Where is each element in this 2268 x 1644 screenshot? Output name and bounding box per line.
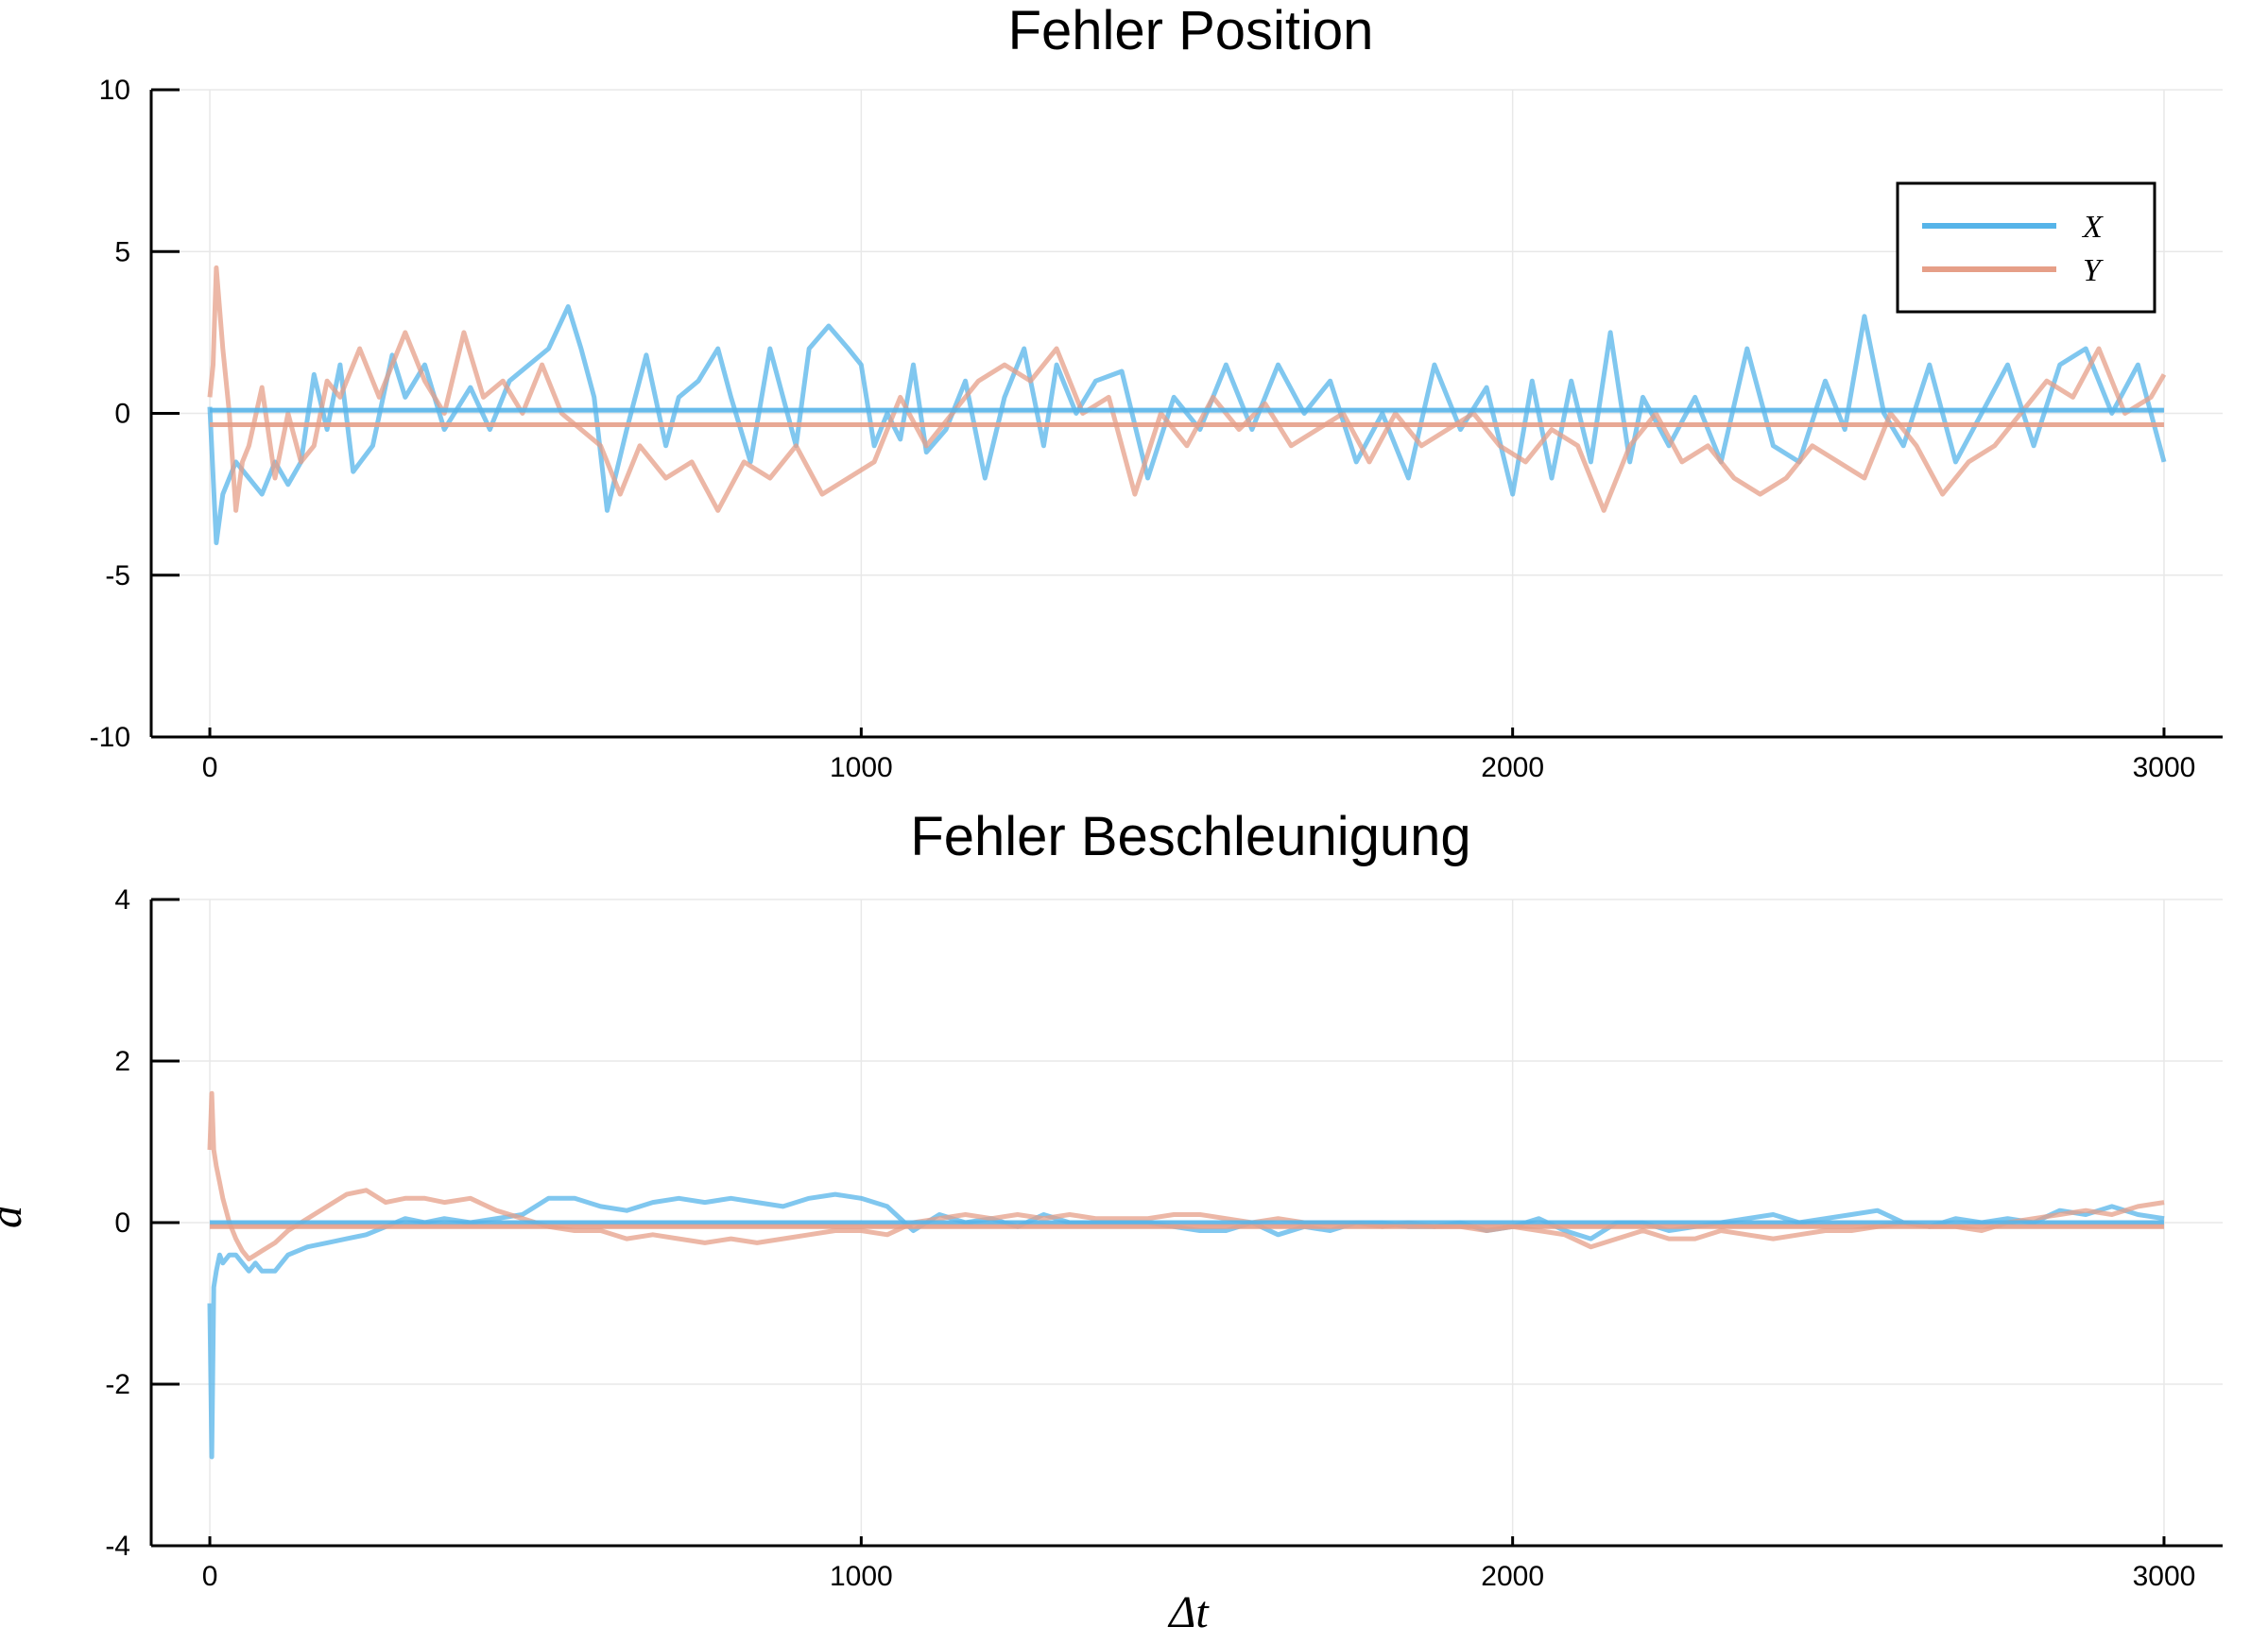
acceleration-series-lines xyxy=(207,1090,2165,1460)
y-tick-label-0: -10 xyxy=(90,722,130,753)
x-tick-label-2: 2000 xyxy=(1481,1561,1544,1592)
y-tick-label-3: 5 xyxy=(114,236,130,267)
x-tick-label-3: 3000 xyxy=(2133,752,2196,783)
y-tick-label-4: 4 xyxy=(114,884,130,916)
y-tick-label-2: 0 xyxy=(114,399,130,430)
position-error-panel: Fehler Position 0 1000 2000 3000 -10 -5 0 5 10 X… xyxy=(90,0,2223,783)
series-line-y xyxy=(207,265,2167,513)
legend-label-x: X xyxy=(2081,210,2104,245)
x-tick-label-0: 0 xyxy=(202,1561,218,1592)
y-tick-label-2: 0 xyxy=(114,1207,130,1239)
position-chart-title: Fehler Position xyxy=(1008,0,1374,61)
y-tick-label-3: 2 xyxy=(114,1046,130,1077)
y-axis-label: a xyxy=(0,1206,31,1228)
x-axis-label: Δt xyxy=(1167,1587,1210,1637)
acceleration-axes: 0 1000 2000 3000 -4 -2 0 2 4 xyxy=(105,884,2223,1592)
position-series-lines xyxy=(207,265,2167,545)
series-line-y xyxy=(207,1090,2165,1261)
y-tick-label-4: 10 xyxy=(99,75,130,106)
y-tick-label-1: -2 xyxy=(105,1369,130,1400)
y-tick-label-1: -5 xyxy=(105,560,130,591)
x-tick-label-1: 1000 xyxy=(830,1561,893,1592)
y-tick-label-0: -4 xyxy=(105,1531,130,1562)
legend-label-y: Y xyxy=(2083,253,2104,288)
x-tick-label-2: 2000 xyxy=(1481,752,1544,783)
acceleration-chart-title: Fehler Beschleunigung xyxy=(910,806,1470,867)
acceleration-error-panel: Fehler Beschleunigung 0 1000 2000 3000-4-20… xyxy=(0,806,2223,1637)
x-tick-label-0: 0 xyxy=(202,752,218,783)
x-tick-label-1: 1000 xyxy=(830,752,893,783)
position-legend: X Y xyxy=(1896,181,2156,314)
x-tick-label-3: 3000 xyxy=(2133,1561,2196,1592)
legend-box xyxy=(1896,181,2156,314)
position-axes: 0 1000 2000 3000 -10 -5 0 5 10 xyxy=(90,75,2223,783)
